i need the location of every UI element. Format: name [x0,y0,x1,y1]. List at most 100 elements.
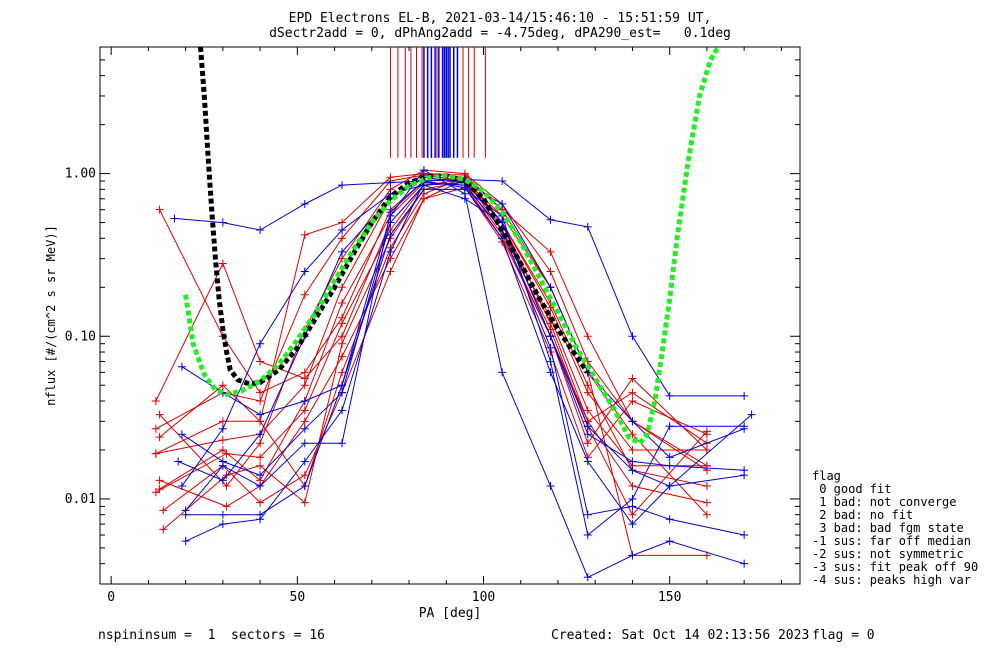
blue-data-point [583,422,592,431]
blue-series-line [181,182,745,487]
red-data-point [256,453,265,462]
red-data-point [628,445,637,454]
red-data-point [702,430,711,439]
red-data-point [256,417,265,426]
red-data-point [628,388,637,397]
blue-data-point [665,453,674,462]
blue-data-point [181,510,190,519]
red-data-point [702,445,711,454]
blue-data-point [747,410,756,419]
blue-data-point [177,362,186,371]
red-data-point [583,381,592,390]
legend-item: 0 good fit [812,482,892,496]
blue-data-point [218,476,227,485]
blue-data-point [256,510,265,519]
blue-data-point [218,424,227,433]
blue-series-line [185,169,745,578]
red-data-point [386,267,395,276]
red-data-point [338,313,347,322]
blue-data-point [583,510,592,519]
footer-flag: flag = 0 [812,628,875,643]
blue-data-point [498,200,507,209]
red-series-line [159,182,708,490]
blue-data-point [628,417,637,426]
red-data-point [155,205,164,214]
red-data-point [155,410,164,419]
blue-data-point [256,226,265,235]
blue-data-point [665,537,674,546]
red-series-line [155,182,708,444]
red-data-point [300,381,309,390]
blue-data-point [256,339,265,348]
blue-data-point [218,510,227,519]
red-data-point [583,439,592,448]
blue-data-point [218,218,227,227]
red-data-point [583,332,592,341]
blue-data-point [460,189,469,198]
red-data-point [256,461,265,470]
blue-data-point [583,573,592,582]
blue-data-point [170,214,179,223]
blue-data-point [583,457,592,466]
red-data-point [546,247,555,256]
x-tick-label: 0 [107,590,115,605]
blue-data-point [218,520,227,529]
red-data-point [222,482,231,491]
blue-data-point [546,283,555,292]
blue-data-point [498,368,507,377]
blue-data-point [386,247,395,256]
blue-data-point [300,396,309,405]
blue-data-point [177,430,186,439]
blue-data-point [546,482,555,491]
red-data-point [159,525,168,534]
red-data-point [300,290,309,299]
blue-data-point [177,482,186,491]
red-data-point [218,259,227,268]
red-data-point [338,332,347,341]
red-data-point [151,396,160,405]
red-data-point [628,482,637,491]
red-data-point [256,439,265,448]
red-data-point [338,218,347,227]
blue-data-point [256,471,265,480]
blue-data-point [628,466,637,475]
red-data-point [338,368,347,377]
red-data-point [256,388,265,397]
blue-data-point [665,461,674,470]
red-series-line [155,178,707,493]
red-series-line [159,187,708,507]
blue-data-point [740,531,749,540]
blue-data-point [181,537,190,546]
blue-data-point [386,178,395,187]
red-data-point [256,396,265,405]
blue-data-point [338,247,347,256]
red-series-line [159,176,707,488]
red-data-point [155,476,164,485]
red-data-point [300,498,309,507]
blue-data-point [338,181,347,190]
red-data-point [628,396,637,405]
red-data-point [218,381,227,390]
red-data-point [222,502,231,511]
blue-data-point [665,482,674,491]
blue-data-point [300,439,309,448]
legend-item: 2 bad: no fit [812,508,914,522]
blue-data-point [546,215,555,224]
blue-data-point [386,211,395,220]
legend-item: -1 sus: far off median [812,534,971,548]
blue-data-point [740,424,749,433]
y-tick-label: 0.01 [65,492,96,507]
legend-item: 3 bad: bad fgm state [812,521,964,535]
legend-item: -3 sus: fit peak off 90 [812,560,979,574]
y-tick-label: 1.00 [65,167,96,182]
blue-data-point [583,531,592,540]
red-data-point [218,445,227,454]
footer-spin-info: nspininsum = 1 sectors = 16 [98,628,325,643]
blue-series-line [181,188,745,536]
legend-item: 1 bad: not converge [812,495,957,509]
blue-data-point [338,406,347,415]
blue-data-point [338,439,347,448]
blue-data-point [174,457,183,466]
chart-title-line2: dSectr2add = 0, dPhAng2add = -4.75deg, d… [269,26,731,41]
blue-data-point [300,267,309,276]
